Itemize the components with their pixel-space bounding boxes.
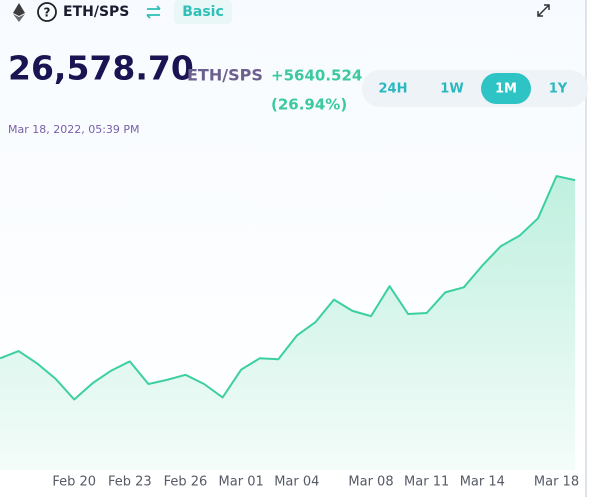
timestamp: Mar 18, 2022, 05:39 PM <box>8 123 140 136</box>
mode-badge[interactable] <box>174 0 232 24</box>
expand-icon[interactable] <box>537 4 550 17</box>
x-tick-label: Feb 20 <box>52 475 96 490</box>
range-selector <box>362 70 588 107</box>
area-fill <box>0 176 576 470</box>
help-icon[interactable]: ? <box>37 2 57 22</box>
price-unit: ETH/SPS <box>187 66 263 85</box>
range-button-active[interactable] <box>481 73 531 104</box>
svg-text:?: ? <box>44 6 51 20</box>
x-tick-label: Mar 18 <box>534 475 579 490</box>
range-button[interactable]: 1Y <box>549 82 568 97</box>
swap-icon[interactable] <box>146 5 161 19</box>
price-change: +5640.524 <box>271 67 362 85</box>
price-change-pct: (26.94%) <box>271 96 347 114</box>
range-button[interactable]: 1W <box>440 82 463 97</box>
pair-label: ETH/SPS <box>63 4 129 20</box>
x-tick-label: Mar 01 <box>219 475 264 490</box>
x-tick-label: Mar 11 <box>404 475 449 490</box>
x-tick-label: Feb 23 <box>108 475 152 490</box>
x-tick-label: Mar 04 <box>274 475 319 490</box>
mode-label[interactable]: Basic <box>182 4 224 20</box>
eth-icon <box>13 3 25 22</box>
price-line <box>0 175 576 401</box>
range-button[interactable]: 1M <box>495 82 517 97</box>
range-button[interactable]: 24H <box>379 82 408 97</box>
x-tick-label: Mar 14 <box>460 475 505 490</box>
price-value: 26,578.70 <box>8 49 194 88</box>
x-tick-label: Mar 08 <box>348 475 393 490</box>
x-tick-label: Feb 26 <box>164 475 208 490</box>
